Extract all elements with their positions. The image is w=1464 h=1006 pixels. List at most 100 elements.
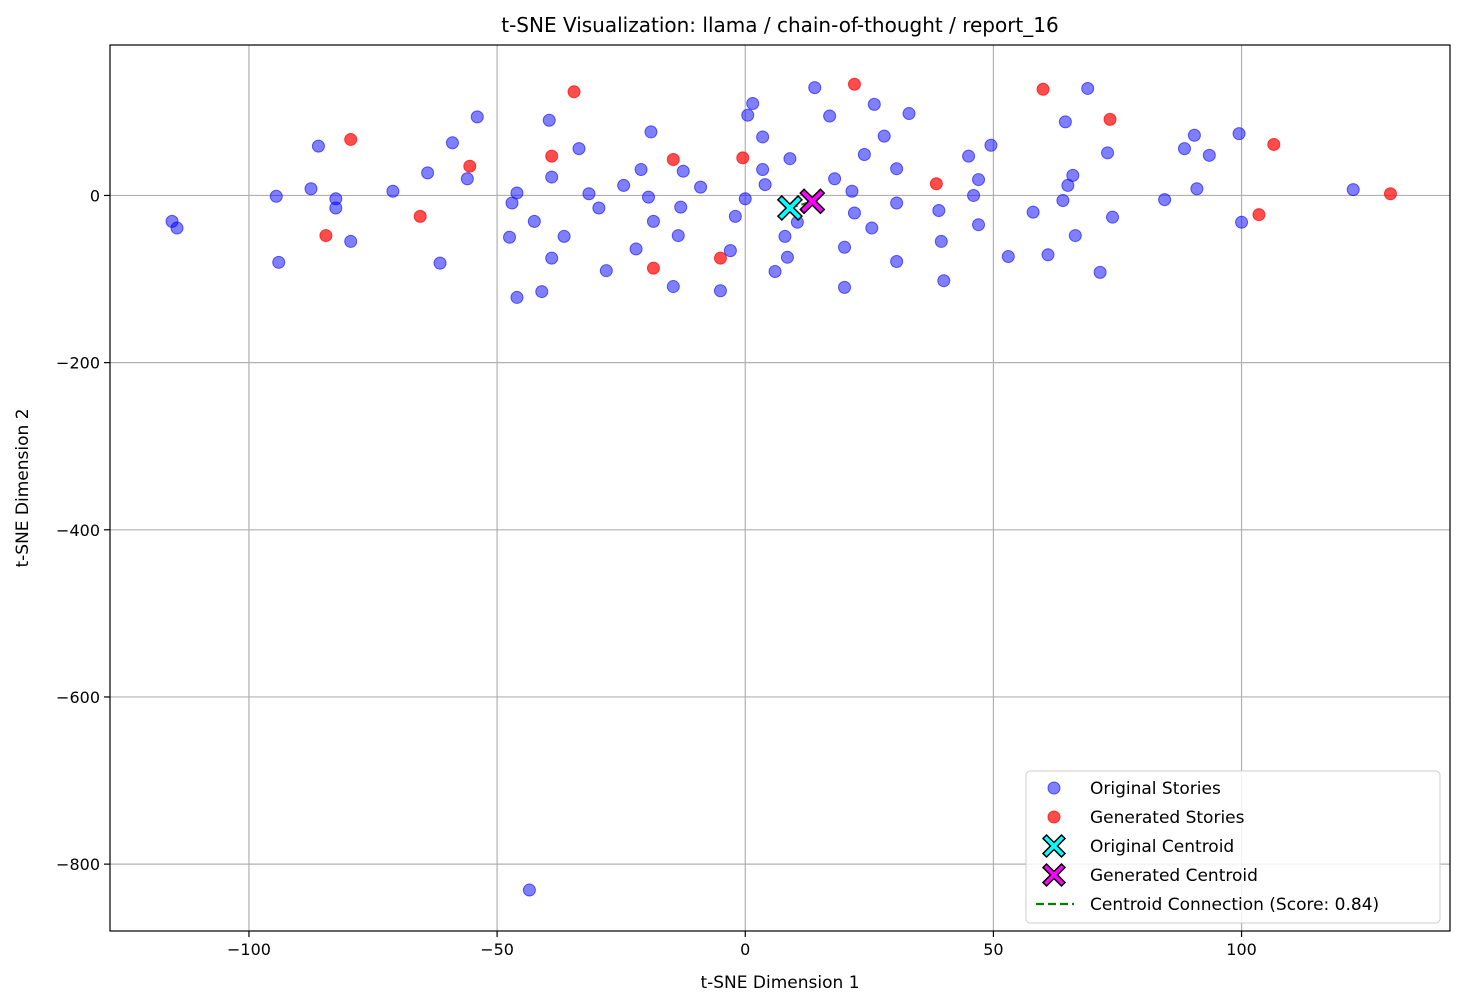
original-story-point (545, 170, 559, 184)
original-story-point (470, 110, 484, 124)
y-tick-label: 0 (90, 186, 100, 205)
legend-generated-stories-label: Generated Stories (1090, 808, 1245, 828)
generated-story-point (344, 132, 358, 146)
original-story-point (170, 221, 184, 235)
original-story-point (865, 221, 879, 235)
generated-story-point (1036, 82, 1050, 96)
plot-frame (109, 44, 1451, 932)
generated-story-point (1103, 112, 1117, 126)
chart-title: t-SNE Visualization: llama / chain-of-th… (501, 13, 1058, 37)
generated-story-point (545, 149, 559, 163)
original-story-point (1177, 142, 1191, 156)
original-story-point (527, 214, 541, 228)
original-story-point (1158, 193, 1172, 207)
original-story-point (1190, 182, 1204, 196)
original-centroid-marker-shape (776, 194, 803, 222)
original-story-point (1026, 205, 1040, 219)
original-story-point (768, 265, 782, 279)
centroid-markers (776, 188, 826, 222)
generated-story-point (713, 251, 727, 265)
legend-original-stories-label: Original Stories (1090, 779, 1221, 799)
generated-story-point (1252, 208, 1266, 222)
original-story-point (674, 200, 688, 214)
generated-story-point (463, 159, 477, 173)
original-story-point (972, 218, 986, 232)
original-story-point (599, 264, 613, 278)
original-story-point (962, 149, 976, 163)
original-story-point (741, 108, 755, 122)
original-story-point (1101, 146, 1115, 160)
original-story-point (937, 274, 951, 288)
original-story-point (902, 107, 916, 121)
legend-box (1025, 770, 1441, 924)
original-story-point (1346, 183, 1360, 197)
original-story-point (1081, 81, 1095, 95)
legend-generated-stories-marker (1047, 810, 1061, 824)
original-story-point (1093, 265, 1107, 279)
original-story-point (617, 178, 631, 192)
original-story-point (1232, 127, 1246, 141)
original-story-point (1235, 215, 1249, 229)
original-story-point (629, 242, 643, 256)
original-story-point (1066, 168, 1080, 182)
original-story-point (557, 229, 571, 243)
original-story-point (646, 214, 660, 228)
generated-story-point (929, 177, 943, 191)
x-tick-label: −100 (227, 940, 271, 959)
original-story-point (311, 139, 325, 153)
original-story-point (877, 129, 891, 143)
x-tick-label: 0 (740, 940, 750, 959)
original-story-point (522, 883, 536, 897)
generated-story-point (567, 85, 581, 99)
legend-centroid-connection-label: Centroid Connection (Score: 0.84) (1090, 895, 1379, 915)
x-tick-label: 50 (983, 940, 1003, 959)
original-story-point (890, 196, 904, 210)
generated-centroid-marker (799, 188, 826, 215)
original-stories-points (165, 81, 1360, 897)
original-story-point (671, 229, 685, 243)
legend-generated-centroid-marker (1041, 862, 1067, 888)
original-story-point (1056, 193, 1070, 207)
original-story-point (828, 172, 842, 186)
original-story-point (780, 250, 794, 264)
original-story-point (838, 280, 852, 294)
x-tick-label: 100 (1226, 940, 1257, 959)
original-story-point (1187, 128, 1201, 142)
original-story-point (510, 186, 524, 200)
original-story-point (934, 234, 948, 248)
original-story-point (783, 152, 797, 166)
original-story-point (592, 201, 606, 215)
y-tick-label: −600 (56, 688, 100, 707)
legend-original-stories-marker (1047, 781, 1061, 795)
original-story-point (329, 201, 343, 215)
original-story-point (758, 178, 772, 192)
original-story-point (713, 284, 727, 298)
original-centroid-marker (776, 194, 803, 222)
x-axis-label: t-SNE Dimension 1 (700, 973, 859, 993)
original-story-point (421, 166, 435, 180)
original-story-point (694, 180, 708, 194)
original-story-point (984, 138, 998, 152)
generated-stories-points (319, 77, 1397, 275)
original-story-point (890, 162, 904, 176)
original-story-point (344, 234, 358, 248)
generated-story-point (736, 151, 750, 165)
original-story-point (738, 192, 752, 206)
original-story-point (867, 97, 881, 111)
original-story-point (666, 280, 680, 294)
x-tick-label: −50 (480, 940, 514, 959)
generated-story-point (1267, 137, 1281, 151)
original-story-point (838, 240, 852, 254)
original-story-point (545, 251, 559, 265)
original-story-point (572, 142, 586, 156)
original-story-point (756, 163, 770, 177)
original-story-point (847, 206, 861, 220)
original-story-point (845, 184, 859, 198)
original-story-point (676, 164, 690, 178)
generated-story-point (847, 77, 861, 91)
original-story-point (445, 136, 459, 150)
legend-generated-centroid-label: Generated Centroid (1090, 866, 1258, 886)
original-story-point (1068, 229, 1082, 243)
original-story-point (304, 182, 318, 196)
